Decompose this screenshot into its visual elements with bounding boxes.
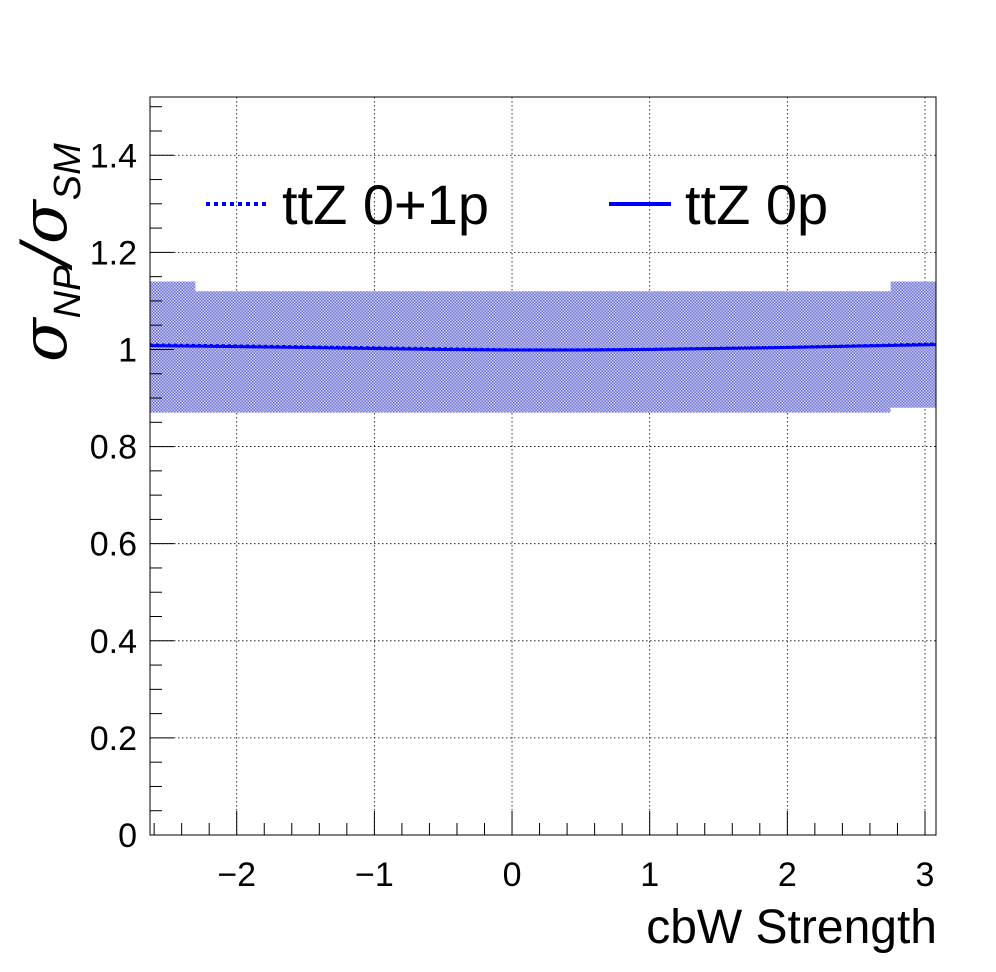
tick-labels: −2 −1 0 1 2 3 0 0.2 0.4 0.6 0.8 1 1.2 1.4 [90, 137, 935, 894]
y-tick-label: 1.2 [90, 234, 137, 272]
legend-label-ttz-0-1p: ttZ 0+1p [282, 173, 489, 236]
x-tick-label: −1 [355, 856, 394, 894]
series-line-ttz-0p [149, 343, 937, 352]
y-tick-label: 0.6 [90, 526, 137, 564]
y-tick-label: 0.4 [90, 623, 137, 661]
y-tick-label: 1.4 [90, 137, 137, 175]
y-tick-label: 0 [118, 817, 137, 855]
legend: ttZ 0+1p ttZ 0p [206, 173, 828, 236]
legend-label-ttz-0p: ttZ 0p [685, 173, 828, 236]
axis-ticks [150, 106, 926, 836]
y-tick-label: 0.2 [90, 720, 137, 758]
y-axis-title-text: σNP/σSM [8, 143, 89, 362]
series-group [149, 342, 937, 352]
y-tick-label: 1 [118, 331, 137, 369]
y-tick-label: 0.8 [90, 429, 137, 467]
uncertainty-band [150, 281, 936, 413]
y-axis-sigma-denominator: σ [8, 198, 82, 244]
y-axis-slash: / [8, 239, 82, 272]
y-axis-title: σNP/σSM [8, 143, 89, 362]
x-tick-label: 2 [778, 856, 797, 894]
y-axis-sub-np: NP [47, 265, 89, 318]
y-axis-sub-sm: SM [47, 143, 89, 200]
uncertainty-band-group [150, 281, 936, 413]
x-tick-label: −2 [217, 856, 256, 894]
plot-frame [149, 96, 937, 836]
x-tick-label: 0 [503, 856, 522, 894]
x-tick-label: 3 [916, 856, 935, 894]
y-axis-sigma-numerator: σ [8, 316, 82, 362]
x-axis-title: cbW Strength [646, 901, 937, 954]
x-tick-label: 1 [640, 856, 659, 894]
